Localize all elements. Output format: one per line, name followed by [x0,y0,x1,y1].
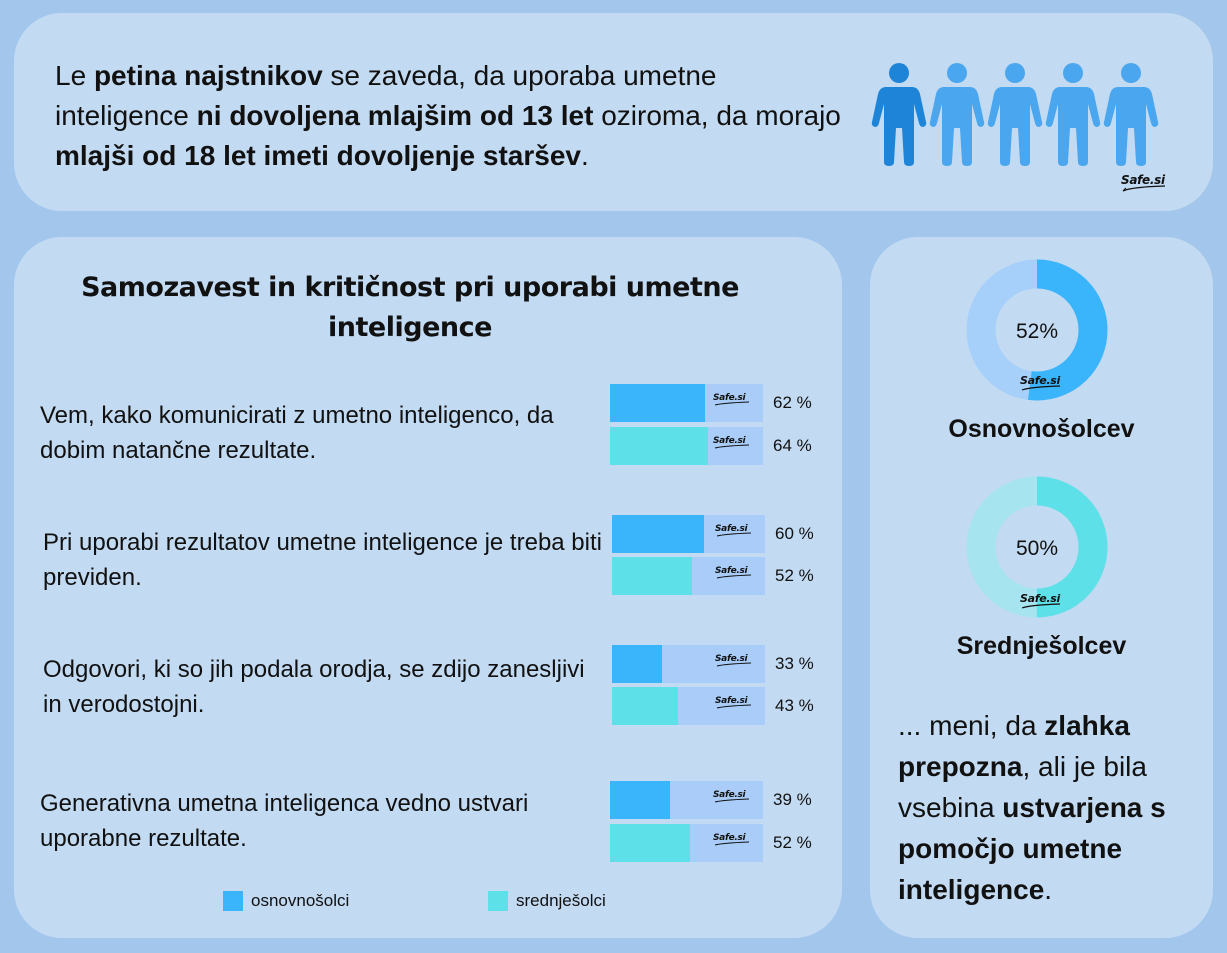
logo-swoosh-icon [1021,603,1061,609]
person-icon [987,63,1043,166]
safe-si-logo: Safe.si [715,524,753,538]
safe-si-logo: Safe.si [715,654,753,668]
donut-arc [966,259,1108,401]
safe-si-logo: Safe.si [713,393,751,407]
person-icon [1045,63,1101,166]
statement-label: Vem, kako komunicirati z umetno intelige… [40,402,554,464]
safe-si-logo: Safe.si [1020,374,1062,392]
bar-value-label: 62 % [773,393,812,412]
headline-part: ni dovoljena mlajšim od 13 let [196,100,594,131]
headline-text: Le petina najstnikov se zaveda, da upora… [55,56,855,176]
bar-value-label: 52 % [775,566,814,585]
donut-arc [966,476,1108,618]
donut-chart-srednjesolci [966,476,1108,618]
bar-value-label: 33 % [775,654,814,673]
logo-text: Safe.si [715,566,748,576]
logo-swoosh-icon [1021,385,1061,391]
bar-track: Safe.si [612,515,765,553]
donut-value-osnovnosolci: 52% [1015,320,1059,343]
note-part: ... meni, da [898,710,1045,741]
bar-value-label: 60 % [775,524,814,543]
bar-srednješolci [612,687,678,725]
bar-osnovnošolci [610,384,705,422]
note-part: , ali je bila vsebina [898,751,1147,823]
donut-panel [870,237,1213,938]
safe-si-logo: Safe.si [1121,173,1167,193]
logo-text: Safe.si [715,524,748,534]
bar-srednješolci [612,557,692,595]
logo-text: Safe.si [713,436,746,446]
bar-value-label: 39 % [773,790,812,809]
bar-track: Safe.si [610,427,763,465]
logo-text: Safe.si [713,790,746,800]
donut-chart-osnovnosolci [966,259,1108,401]
safe-si-logo: Safe.si [1020,592,1062,610]
statement-label: Generativna umetna inteligenca vedno ust… [40,790,529,852]
person-icon [929,63,985,166]
logo-text: Safe.si [713,393,746,403]
note-part: ustvarjena s pomočjo umetne inteligence [898,792,1166,905]
logo-text: Safe.si [1121,173,1165,187]
statement-label: Pri uporabi rezultatov umetne inteligenc… [43,529,602,591]
bar-track: Safe.si [610,824,763,862]
bar-value-label: 52 % [773,833,812,852]
bar-osnovnošolci [612,515,704,553]
bar-track: Safe.si [612,557,765,595]
people-icons [871,63,1159,166]
bar-osnovnošolci [612,645,663,683]
headline-part: . [580,140,589,171]
safe-si-logo: Safe.si [713,436,751,450]
donut-value-srednjesolci: 50% [1015,537,1059,560]
safe-si-logo: Safe.si [713,790,751,804]
headline-part: oziroma, da morajo [593,100,841,131]
safe-si-logo: Safe.si [713,833,751,847]
logo-text: Safe.si [713,833,746,843]
logo-text: Safe.si [1020,592,1060,605]
legend-swatch-osnovnosolci [223,891,243,911]
bar-track: Safe.si [612,645,765,683]
note-part: . [1044,874,1053,905]
logo-text: Safe.si [715,654,748,664]
bar-value-label: 43 % [775,696,814,715]
bar-track: Safe.si [612,687,765,725]
logo-text: Safe.si [715,696,748,706]
note-part: zlahka prepozna [898,710,1130,782]
donut-caption-osnovnosolci: Osnovnošolcev [948,415,1135,443]
bar-osnovnošolci [610,781,670,819]
statement-label: Odgovori, ki so jih podala orodja, se zd… [43,656,585,718]
headline-part: Le [55,60,94,91]
legend-label-srednjesolci: srednješolci [516,891,606,910]
person-icon [871,63,927,166]
bar-track: Safe.si [610,384,763,422]
chart-title: Samozavest in kritičnost pri uporabi ume… [81,272,739,343]
headline-part: petina najstnikov [93,60,323,91]
person-icon [1103,63,1159,166]
headline-part: mlajši od 18 let imeti dovoljenje starše… [55,140,581,171]
bar-srednješolci [610,824,690,862]
safe-si-logo: Safe.si [715,566,753,580]
safe-si-logo: Safe.si [715,696,753,710]
bar-track: Safe.si [610,781,763,819]
bar-srednješolci [610,427,708,465]
headline-part: se zaveda, da uporaba umetne inteligence [55,60,717,131]
legend-label-osnovnosolci: osnovnošolci [251,891,350,910]
logo-swoosh-icon [1122,185,1166,192]
bar-value-label: 64 % [773,436,812,455]
donut-caption-srednjesolci: Srednješolcev [956,632,1127,660]
legend-swatch-srednjesolci [488,891,508,911]
logo-text: Safe.si [1020,374,1060,387]
recognition-note: ... meni, da zlahka prepozna, ali je bil… [898,705,1198,910]
